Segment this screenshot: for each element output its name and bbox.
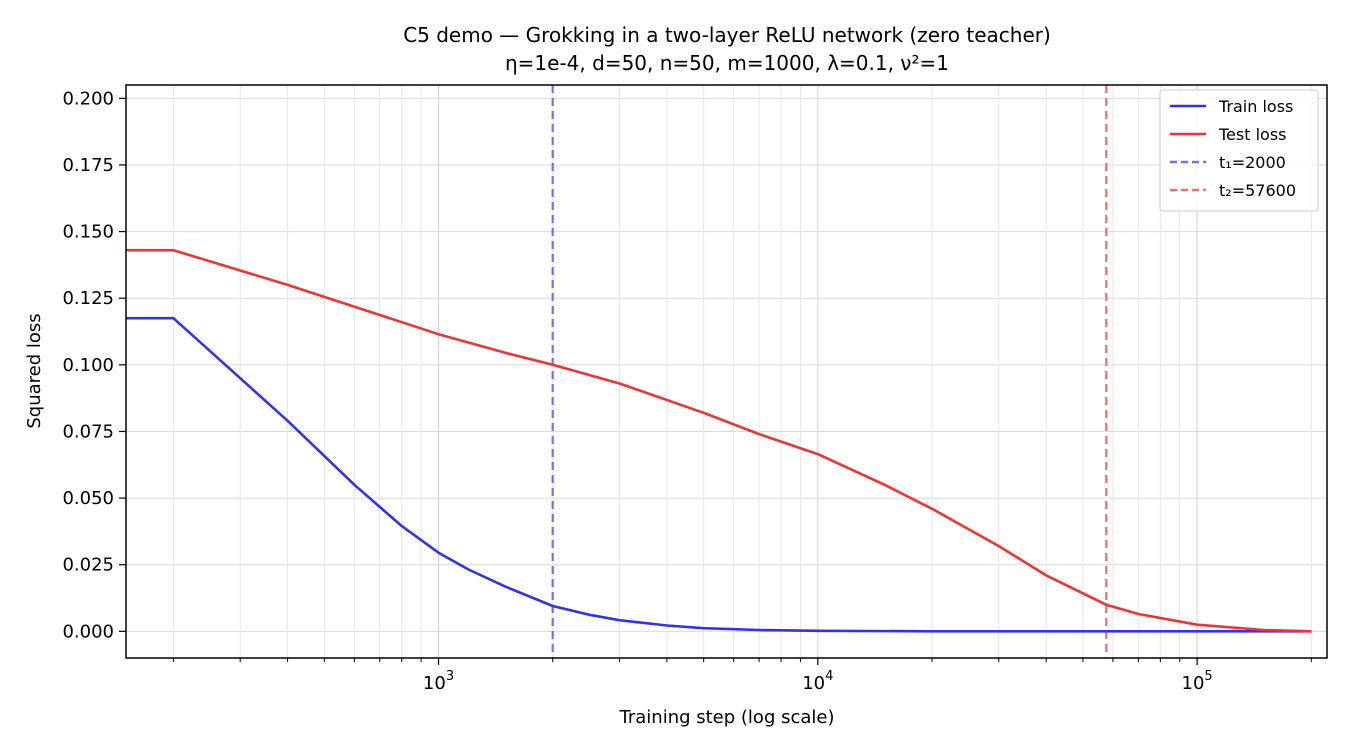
- x-tick-label: 105: [1182, 669, 1213, 694]
- vertical-reference-lines: [551, 85, 1108, 658]
- plot-frame: [125, 84, 1328, 659]
- y-tick-label: 0.000: [62, 621, 114, 642]
- y-axis-label: Squared loss: [24, 313, 45, 428]
- chart-title: C5 demo — Grokking in a two-layer ReLU n…: [403, 23, 1051, 47]
- x-tick-label: 103: [423, 669, 454, 694]
- y-tick-label: 0.150: [62, 222, 114, 243]
- y-tick-label: 0.125: [62, 288, 114, 309]
- y-tick-label: 0.025: [62, 555, 114, 576]
- legend: Train loss Test loss t₁=2000 t₂=57600: [1159, 89, 1319, 212]
- series-lines: [126, 248, 1312, 633]
- legend-label-test-loss: Test loss: [1218, 125, 1287, 144]
- x-axis-label: Training step (log scale): [619, 707, 835, 728]
- grid-lines: [126, 85, 1327, 658]
- y-tick-label: 0.200: [62, 88, 114, 109]
- x-tick-label: 104: [802, 669, 833, 694]
- legend-label-train-loss: Train loss: [1218, 97, 1293, 116]
- chart-subtitle: η=1e-4, d=50, n=50, m=1000, λ=0.1, ν²=1: [505, 51, 949, 75]
- series-line-test-loss: [126, 248, 1312, 633]
- legend-box: [1159, 89, 1319, 212]
- y-tick-label: 0.050: [62, 488, 114, 509]
- legend-label-t1: t₁=2000: [1219, 153, 1286, 172]
- x-axis-ticks: 103 104 105: [172, 658, 1312, 694]
- y-tick-label: 0.075: [62, 421, 114, 442]
- y-tick-label: 0.175: [62, 155, 114, 176]
- y-axis-ticks: 0.000 0.025 0.050 0.075 0.100 0.125 0.150 0.175…: [62, 88, 126, 642]
- y-tick-label: 0.100: [62, 355, 114, 376]
- legend-label-t2: t₂=57600: [1219, 181, 1296, 200]
- series-line-train-loss: [126, 316, 1312, 633]
